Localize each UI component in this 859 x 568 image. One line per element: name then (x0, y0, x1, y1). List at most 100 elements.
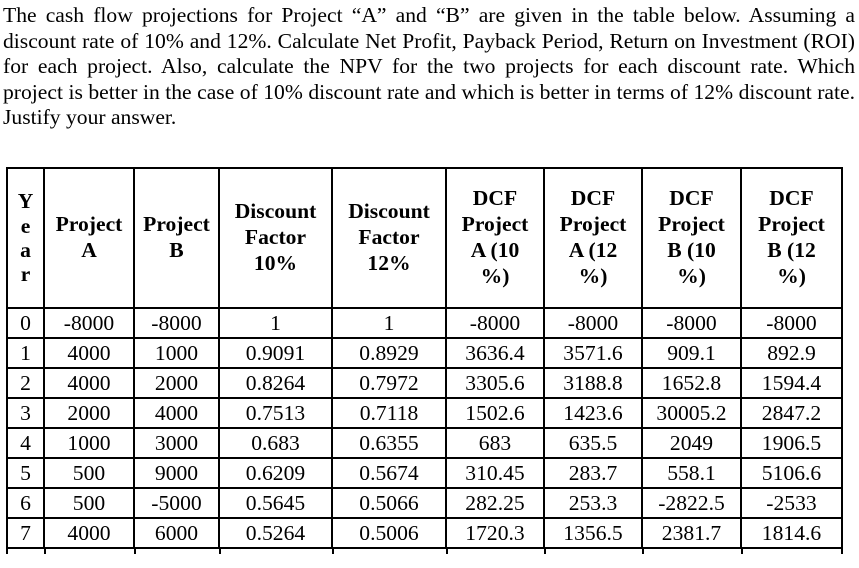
cashflow-table: Y e a r Project A Project B Discount Fac… (6, 166, 843, 549)
table-body: 0 -8000 -8000 1 1 -8000 -8000 -8000 -8000 1 4000 10… (6, 306, 843, 549)
year-cell: 0 (6, 306, 45, 339)
value-cell: -5000 (133, 486, 220, 519)
value-cell: 3571.6 (543, 336, 643, 369)
value-cell: -2533 (740, 486, 843, 519)
value-cell: -8000 (445, 306, 545, 339)
table-row: 1 4000 1000 0.9091 0.8929 3636.4 3571.6 909.1 89… (6, 336, 843, 369)
value-cell: 282.25 (445, 486, 545, 519)
table-row: 7 4000 6000 0.5264 0.5006 1720.3 1356.5 2381.7 1… (6, 516, 843, 549)
col-header-dcf-project-b-10: DCF Project B (10 %) (641, 166, 742, 309)
value-cell: 909.1 (641, 336, 742, 369)
value-cell: -8000 (740, 306, 843, 339)
value-cell: 1594.4 (740, 366, 843, 399)
value-cell: 0.5264 (218, 516, 333, 549)
col-header-discount-factor-12: Discount Factor 12% (331, 166, 447, 309)
value-cell: 1423.6 (543, 396, 643, 429)
value-cell: 0.5066 (331, 486, 447, 519)
value-cell: 283.7 (543, 456, 643, 489)
col-header-dcf-project-a-10: DCF Project A (10 %) (445, 166, 545, 309)
value-cell: 4000 (43, 516, 135, 549)
year-cell: 6 (6, 486, 45, 519)
value-cell: 0.8929 (331, 336, 447, 369)
value-cell: 310.45 (445, 456, 545, 489)
value-cell: 1720.3 (445, 516, 545, 549)
value-cell: 4000 (133, 396, 220, 429)
value-cell: 3305.6 (445, 366, 545, 399)
value-cell: 1502.6 (445, 396, 545, 429)
value-cell: 3188.8 (543, 366, 643, 399)
value-cell: 1906.5 (740, 426, 843, 459)
value-cell: 0.7513 (218, 396, 333, 429)
value-cell: 0.5006 (331, 516, 447, 549)
year-cell: 3 (6, 396, 45, 429)
value-cell: 0.6355 (331, 426, 447, 459)
table-row: 5 500 9000 0.6209 0.5674 310.45 283.7 558.1 5106… (6, 456, 843, 489)
table-header-row: Y e a r Project A Project B Discount Fac… (6, 166, 843, 309)
value-cell: 1814.6 (740, 516, 843, 549)
value-cell: -8000 (543, 306, 643, 339)
value-cell: 2000 (133, 366, 220, 399)
problem-statement: The cash flow projections for Project “A… (3, 3, 855, 130)
cell-border-stub (642, 548, 644, 554)
cell-border-stub (6, 548, 8, 554)
value-cell: 1 (218, 306, 333, 339)
cell-border-stub (219, 548, 221, 554)
year-cell: 7 (6, 516, 45, 549)
value-cell: -8000 (43, 306, 135, 339)
value-cell: 0.683 (218, 426, 333, 459)
cell-border-stub (544, 548, 546, 554)
value-cell: 0.7118 (331, 396, 447, 429)
year-cell: 5 (6, 456, 45, 489)
cell-border-stub (446, 548, 448, 554)
col-header-discount-factor-10: Discount Factor 10% (218, 166, 333, 309)
value-cell: 1652.8 (641, 366, 742, 399)
value-cell: 2847.2 (740, 396, 843, 429)
value-cell: 683 (445, 426, 545, 459)
value-cell: 6000 (133, 516, 220, 549)
value-cell: 253.3 (543, 486, 643, 519)
value-cell: -8000 (133, 306, 220, 339)
table-header: Y e a r Project A Project B Discount Fac… (6, 166, 843, 309)
value-cell: 4000 (43, 366, 135, 399)
value-cell: 892.9 (740, 336, 843, 369)
value-cell: 4000 (43, 336, 135, 369)
table-row: 2 4000 2000 0.8264 0.7972 3305.6 3188.8 1652.8 1… (6, 366, 843, 399)
cutoff-next-row (6, 548, 844, 561)
value-cell: -2822.5 (641, 486, 742, 519)
cell-border-stub (332, 548, 334, 554)
year-cell: 2 (6, 366, 45, 399)
col-header-year: Y e a r (6, 166, 45, 309)
value-cell: 3000 (133, 426, 220, 459)
value-cell: 1000 (43, 426, 135, 459)
value-cell: 0.6209 (218, 456, 333, 489)
table-row: 0 -8000 -8000 1 1 -8000 -8000 -8000 -8000 (6, 306, 843, 339)
table-row: 3 2000 4000 0.7513 0.7118 1502.6 1423.6 30005.2… (6, 396, 843, 429)
value-cell: 2000 (43, 396, 135, 429)
cell-border-stub (841, 548, 843, 554)
value-cell: 0.9091 (218, 336, 333, 369)
value-cell: 2049 (641, 426, 742, 459)
value-cell: 0.5645 (218, 486, 333, 519)
value-cell: 30005.2 (641, 396, 742, 429)
col-header-dcf-project-a-12: DCF Project A (12 %) (543, 166, 643, 309)
table-row: 6 500 -5000 0.5645 0.5066 282.25 253.3 -2822.5-… (6, 486, 843, 519)
col-header-project-a: Project A (43, 166, 135, 309)
value-cell: 0.5674 (331, 456, 447, 489)
cell-border-stub (44, 548, 46, 554)
value-cell: 500 (43, 456, 135, 489)
cell-border-stub (741, 548, 743, 554)
value-cell: 1000 (133, 336, 220, 369)
value-cell: 2381.7 (641, 516, 742, 549)
value-cell: 3636.4 (445, 336, 545, 369)
table-row: 4 1000 3000 0.683 0.6355 683 635.5 2049 1906.5 (6, 426, 843, 459)
document-page: The cash flow projections for Project “A… (0, 3, 859, 568)
value-cell: 9000 (133, 456, 220, 489)
cell-border-stub (134, 548, 136, 554)
value-cell: 1356.5 (543, 516, 643, 549)
year-cell: 1 (6, 336, 45, 369)
col-header-project-b: Project B (133, 166, 220, 309)
value-cell: -8000 (641, 306, 742, 339)
value-cell: 500 (43, 486, 135, 519)
col-header-dcf-project-b-12: DCF Project B (12 %) (740, 166, 843, 309)
value-cell: 1 (331, 306, 447, 339)
